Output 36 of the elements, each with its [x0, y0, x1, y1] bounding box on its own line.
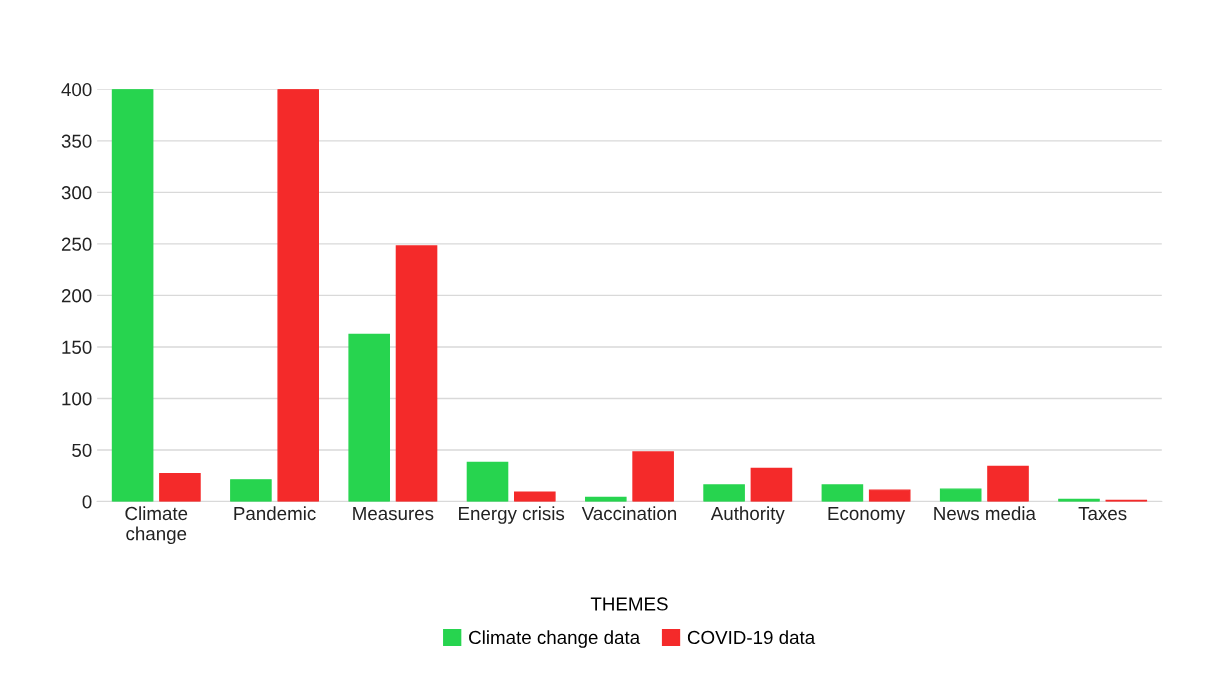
x-tick-label: Measures — [353, 507, 434, 521]
bar — [111, 89, 154, 502]
x-axis-title: THEMES — [590, 597, 668, 611]
bar — [750, 467, 793, 502]
bar — [632, 451, 674, 502]
bar — [277, 89, 320, 502]
y-tick-label: 250 — [61, 237, 92, 251]
y-tick-label: 150 — [62, 340, 92, 354]
bar — [466, 461, 509, 502]
bar — [514, 491, 556, 502]
x-tick-label: Authority — [710, 506, 785, 524]
y-tick-label: 200 — [61, 289, 92, 303]
bar — [821, 484, 864, 502]
y-tick-label: 300 — [61, 186, 92, 200]
y-tick-label: 50 — [72, 443, 92, 457]
x-tick-label: Energy crisis — [459, 506, 565, 524]
x-tick-label: News media — [934, 506, 1036, 521]
bar — [703, 484, 745, 502]
legend-label: Climate change data — [469, 630, 641, 648]
bar — [348, 333, 391, 502]
bar — [230, 479, 272, 502]
y-tick-label: 100 — [62, 392, 92, 406]
bar — [395, 245, 438, 502]
bar — [159, 472, 201, 502]
x-tick-label: Climate change — [125, 506, 188, 545]
x-tick-label: Pandemic — [234, 506, 316, 521]
x-tick-label: Economy — [828, 507, 906, 524]
y-tick-label: 0 — [82, 495, 92, 509]
bar — [939, 488, 982, 502]
legend-label: COVID-19 data — [687, 630, 816, 645]
y-tick-label: 400 — [61, 83, 92, 97]
x-tick-label: Vaccination — [581, 506, 677, 521]
bar — [868, 489, 911, 502]
bar — [987, 465, 1029, 502]
x-tick-label: Taxes — [1078, 507, 1127, 521]
y-tick-label: 350 — [61, 134, 92, 148]
